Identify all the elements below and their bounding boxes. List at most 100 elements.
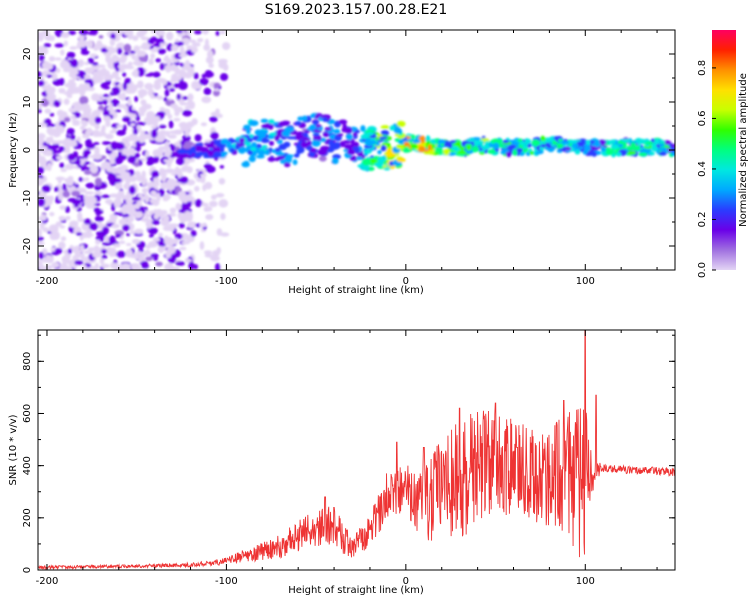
- heatmap-cell: [131, 196, 141, 201]
- heatmap-cell: [164, 141, 170, 149]
- heatmap-cell: [204, 38, 209, 47]
- heatmap-cell: [150, 190, 157, 196]
- heatmap-cell: [60, 31, 70, 39]
- heatmap-cell: [380, 125, 390, 130]
- heatmap-cell: [361, 164, 370, 171]
- heatmap-cell: [85, 182, 95, 189]
- heatmap-cell: [454, 141, 462, 147]
- heatmap-cell: [72, 122, 81, 126]
- heatmap-cell: [174, 233, 183, 240]
- heatmap-cell: [318, 155, 327, 162]
- heatmap-cell: [331, 157, 339, 165]
- heatmap-cell: [310, 114, 315, 118]
- heatmap-cell: [396, 145, 405, 150]
- heatmap-cell: [89, 30, 98, 36]
- heatmap-cell: [38, 101, 43, 111]
- heatmap-cell: [398, 139, 405, 145]
- heatmap-cell: [330, 145, 339, 150]
- heatmap-cell: [229, 147, 235, 153]
- heatmap-cell: [38, 177, 44, 187]
- heatmap-cell: [212, 250, 220, 257]
- colorbar-label: Normalized spectral amplitude: [738, 73, 749, 227]
- heatmap-cell: [148, 227, 159, 235]
- heatmap-cell: [127, 61, 133, 67]
- heatmap-cell: [260, 138, 270, 144]
- snr-frame: [37, 329, 676, 571]
- heatmap-cell: [165, 251, 172, 259]
- heatmap-cell: [60, 168, 67, 173]
- heatmap-cell: [59, 60, 69, 69]
- heatmap-cell: [159, 107, 166, 112]
- heatmap-cell: [591, 151, 598, 157]
- heatmap-cell: [80, 119, 87, 125]
- heatmap-cell: [85, 143, 96, 149]
- heatmap-cell: [273, 157, 281, 162]
- heatmap-cell: [334, 135, 343, 141]
- heatmap-cell: [170, 73, 179, 83]
- heatmap-cell: [65, 89, 76, 95]
- heatmap-cell: [95, 208, 102, 216]
- heatmap-cell: [49, 112, 55, 117]
- heatmap-cell: [255, 154, 265, 159]
- heatmap-cell: [150, 48, 159, 53]
- heatmap-cell: [344, 143, 352, 150]
- heatmap-cell: [144, 214, 152, 218]
- heatmap-cell: [177, 191, 186, 198]
- heatmap-cell: [124, 89, 135, 94]
- heatmap-cell: [157, 111, 166, 117]
- heatmap-cell: [661, 147, 668, 153]
- colorbar-tick-label: 0.8: [697, 60, 708, 76]
- heatmap-cell: [380, 144, 387, 152]
- heatmap-cell: [333, 129, 341, 134]
- heatmap-cell: [175, 158, 183, 165]
- heatmap-cell: [295, 143, 302, 150]
- heatmap-cell: [165, 159, 173, 165]
- heatmap-cell: [111, 223, 120, 229]
- heatmap-cell: [178, 81, 188, 90]
- heatmap-cell: [201, 202, 209, 207]
- heatmap-cell: [292, 159, 298, 166]
- heatmap-cell: [209, 116, 218, 123]
- heatmap-cell: [94, 216, 104, 222]
- heatmap-cell: [137, 80, 144, 89]
- heatmap-cell: [293, 153, 300, 158]
- heatmap-cell: [49, 212, 55, 217]
- heatmap-cell: [150, 93, 155, 99]
- heatmap-cell: [204, 253, 213, 258]
- heatmap-cell: [248, 155, 256, 163]
- heatmap-cell: [101, 141, 112, 146]
- heatmap-cell: [670, 144, 675, 148]
- heatmap-cell: [63, 40, 68, 47]
- heatmap-cell: [610, 144, 620, 150]
- heatmap-cell: [437, 139, 446, 145]
- heatmap-cell: [79, 88, 84, 97]
- heatmap-cell: [193, 30, 202, 35]
- heatmap-cell: [114, 156, 124, 165]
- heatmap-cell: [248, 120, 259, 127]
- heatmap-cell: [286, 136, 297, 140]
- colorbar: 0.0 0.2 0.4 0.6 0.8 Normalized spectral ampl…: [697, 30, 749, 278]
- heatmap-cell: [66, 81, 77, 89]
- heatmap-cell: [457, 150, 467, 154]
- heatmap-cell: [294, 120, 302, 126]
- heatmap-cell: [516, 147, 523, 153]
- heatmap-cell: [91, 130, 101, 138]
- heatmap-cell: [178, 53, 188, 58]
- heatmap-cell: [38, 122, 48, 128]
- x-tick-label: -100: [215, 276, 238, 287]
- heatmap-cell: [366, 140, 373, 147]
- heatmap-cell: [140, 36, 150, 41]
- heatmap-cell: [177, 212, 182, 219]
- heatmap-cell: [337, 133, 344, 137]
- heatmap-cell: [80, 244, 85, 253]
- heatmap-cell: [158, 232, 163, 237]
- heatmap-cell: [85, 203, 96, 209]
- snr-axes: -200 -100 0 100 0 200 400 600 800: [22, 330, 675, 587]
- heatmap-cell: [128, 105, 133, 113]
- colorbar-tick-label: 0.2: [697, 212, 708, 228]
- heatmap-cell: [127, 203, 135, 212]
- heatmap-cell: [38, 251, 44, 260]
- heatmap-cell: [67, 248, 73, 254]
- heatmap-cell: [412, 139, 421, 144]
